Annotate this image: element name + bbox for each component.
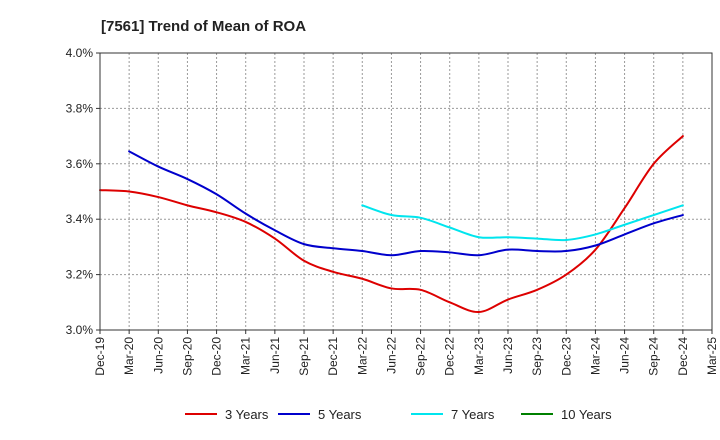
- x-tick-label: Dec-24: [676, 337, 690, 376]
- x-tick-label: Sep-24: [647, 337, 661, 376]
- series-lines: [99, 135, 684, 314]
- x-tick-label: Dec-19: [93, 337, 107, 376]
- x-tick-label: Sep-22: [414, 337, 428, 376]
- series-line-3-years: [99, 135, 684, 314]
- x-tick-label: Dec-23: [559, 337, 573, 376]
- x-tick-label: Mar-24: [588, 337, 602, 375]
- x-tick-label: Mar-21: [239, 337, 253, 375]
- y-tick-label: 3.8%: [66, 101, 94, 115]
- y-axis-ticks: 3.0% 3.2% 3.4% 3.6% 3.8% 4.0%: [66, 46, 100, 337]
- plot-area: [100, 53, 712, 330]
- x-tick-label: Mar-23: [472, 337, 486, 375]
- x-tick-label: Sep-21: [297, 337, 311, 376]
- x-tick-label: Jun-22: [384, 337, 398, 374]
- grid: [100, 53, 712, 330]
- x-tick-label: Dec-20: [210, 337, 224, 376]
- series-line-7-years: [361, 204, 684, 242]
- legend-label: 3 Years: [225, 407, 269, 422]
- x-tick-label: Jun-20: [151, 337, 165, 374]
- x-tick-label: Mar-20: [122, 337, 136, 375]
- x-tick-label: Mar-25: [705, 337, 719, 375]
- chart-title: [7561] Trend of Mean of ROA: [101, 18, 306, 35]
- y-tick-label: 4.0%: [66, 46, 94, 60]
- legend-label: 5 Years: [318, 407, 362, 422]
- x-tick-label: Dec-21: [326, 337, 340, 376]
- series-line-5-years: [128, 150, 684, 257]
- x-tick-label: Dec-22: [443, 337, 457, 376]
- x-tick-label: Sep-23: [530, 337, 544, 376]
- x-tick-label: Jun-21: [268, 337, 282, 374]
- x-tick-label: Sep-20: [180, 337, 194, 376]
- x-tick-label: Jun-24: [618, 337, 632, 374]
- legend-label: 10 Years: [561, 407, 612, 422]
- x-tick-label: Jun-23: [501, 337, 515, 374]
- y-tick-label: 3.4%: [66, 212, 94, 226]
- y-tick-label: 3.0%: [66, 323, 94, 337]
- legend: 3 Years 5 Years 7 Years 10 Years: [185, 407, 612, 422]
- y-tick-label: 3.6%: [66, 157, 94, 171]
- plot-border: [99, 52, 713, 331]
- legend-label: 7 Years: [451, 407, 495, 422]
- x-tick-label: Mar-22: [355, 337, 369, 375]
- x-axis-ticks: Dec-19 Mar-20 Jun-20 Sep-20 Dec-20 Mar-21 Jun-…: [93, 330, 719, 376]
- y-tick-label: 3.2%: [66, 268, 94, 282]
